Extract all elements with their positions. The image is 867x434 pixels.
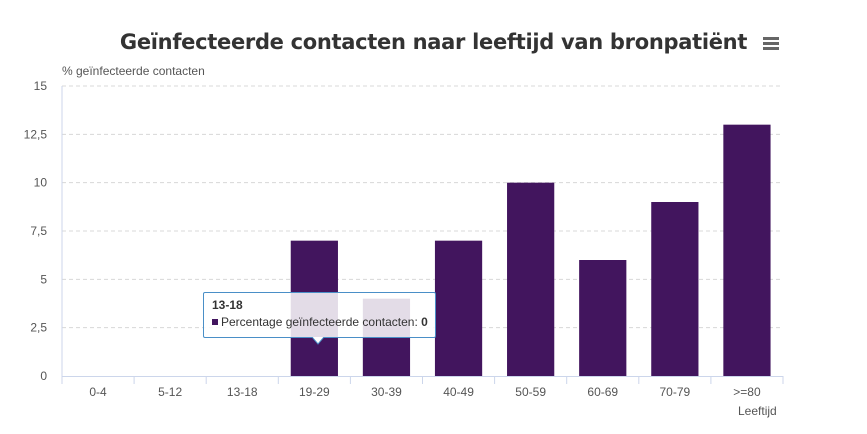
tooltip: 13-18 Percentage geïnfecteerde contacten… xyxy=(203,292,436,338)
tooltip-value: 0 xyxy=(421,315,428,329)
y-tick-label: 0 xyxy=(40,369,47,383)
tooltip-series-swatch xyxy=(212,319,218,325)
x-tick-label: 70-79 xyxy=(659,385,690,399)
bar xyxy=(723,124,771,377)
x-tick-label: 50-59 xyxy=(515,385,546,399)
y-tick-label: 15 xyxy=(34,79,48,93)
y-tick-label: 2,5 xyxy=(30,321,47,335)
bar xyxy=(434,240,483,376)
x-axis-label: Leeftijd xyxy=(738,404,777,418)
tooltip-row: Percentage geïnfecteerde contacten: 0 xyxy=(212,315,428,329)
y-tick-label: 7,5 xyxy=(30,224,47,238)
x-tick-label: 40-49 xyxy=(443,385,474,399)
y-tick-label: 12,5 xyxy=(24,127,48,141)
bar xyxy=(651,202,699,376)
chart-title: Geïnfecteerde contacten naar leeftijd va… xyxy=(119,30,748,54)
x-tick-label: 13-18 xyxy=(227,385,258,399)
y-axis-label: % geïnfecteerde contacten xyxy=(62,64,205,78)
y-tick-label: 10 xyxy=(34,176,48,190)
tooltip-arrow xyxy=(312,337,324,345)
x-tick-label: 60-69 xyxy=(587,385,618,399)
x-tick-label: >=80 xyxy=(733,385,761,399)
tooltip-series-label: Percentage geïnfecteerde contacten xyxy=(221,315,415,329)
x-tick-label: 5-12 xyxy=(158,385,182,399)
tooltip-title: 13-18 xyxy=(212,298,243,312)
bar xyxy=(507,182,555,376)
x-tick-label: 0-4 xyxy=(89,385,107,399)
bar xyxy=(579,260,627,376)
menu-icon[interactable] xyxy=(760,34,782,52)
x-tick-label: 19-29 xyxy=(299,385,330,399)
x-tick-label: 30-39 xyxy=(371,385,402,399)
y-tick-label: 5 xyxy=(40,272,47,286)
